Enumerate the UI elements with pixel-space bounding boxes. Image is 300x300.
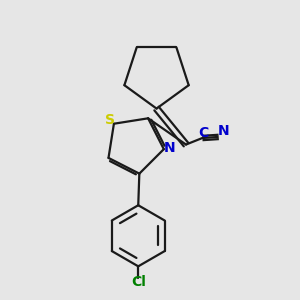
Text: C: C — [198, 126, 208, 140]
Text: Cl: Cl — [131, 275, 146, 289]
Text: N: N — [218, 124, 229, 139]
Text: N: N — [164, 141, 176, 155]
Text: S: S — [105, 113, 115, 128]
